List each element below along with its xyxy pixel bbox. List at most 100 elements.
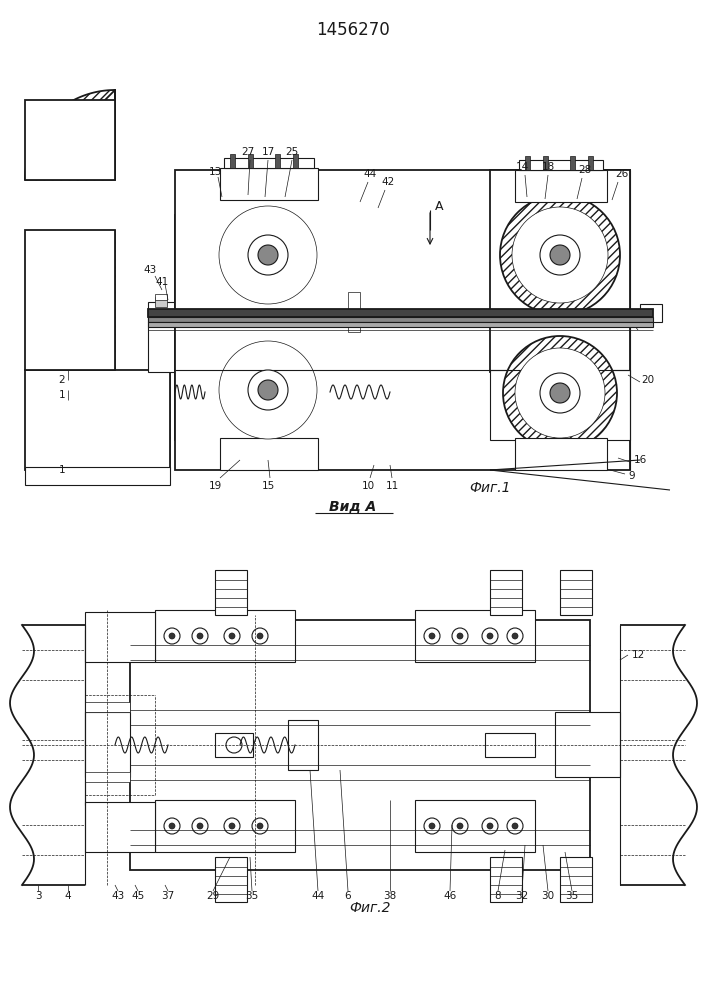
Bar xyxy=(490,570,522,615)
Bar xyxy=(215,570,247,615)
Text: 11: 11 xyxy=(385,481,399,491)
Text: 29: 29 xyxy=(206,891,220,901)
Circle shape xyxy=(219,341,317,439)
Circle shape xyxy=(169,633,175,639)
Bar xyxy=(175,215,320,440)
Bar xyxy=(348,292,360,332)
Bar xyxy=(515,170,607,202)
Text: 17: 17 xyxy=(262,147,274,157)
Circle shape xyxy=(192,628,208,644)
Bar xyxy=(215,733,253,757)
Text: 3: 3 xyxy=(35,891,41,901)
Bar xyxy=(85,630,130,805)
Bar xyxy=(25,230,115,370)
Text: 6: 6 xyxy=(345,891,351,901)
Circle shape xyxy=(540,235,580,275)
Circle shape xyxy=(224,628,240,644)
Text: Фиг.1: Фиг.1 xyxy=(469,481,510,495)
Circle shape xyxy=(512,207,608,303)
Bar xyxy=(293,154,298,168)
Bar xyxy=(85,772,130,782)
Circle shape xyxy=(429,823,435,829)
Bar xyxy=(275,154,280,168)
Circle shape xyxy=(452,818,468,834)
Bar xyxy=(490,857,522,902)
Bar xyxy=(148,302,176,317)
Circle shape xyxy=(205,327,331,453)
Text: 10: 10 xyxy=(361,481,375,491)
Text: 44: 44 xyxy=(311,891,325,901)
Text: 45: 45 xyxy=(132,891,145,901)
Text: Вид А: Вид А xyxy=(329,500,377,514)
Bar xyxy=(155,297,167,307)
Bar xyxy=(490,370,630,440)
Text: 1456270: 1456270 xyxy=(316,21,390,39)
Bar xyxy=(415,800,535,852)
Circle shape xyxy=(226,737,242,753)
Bar xyxy=(25,370,170,470)
Bar xyxy=(25,230,115,370)
Text: 38: 38 xyxy=(383,891,397,901)
Circle shape xyxy=(487,633,493,639)
Circle shape xyxy=(164,818,180,834)
Text: 27: 27 xyxy=(241,147,255,157)
Text: 1: 1 xyxy=(59,465,65,475)
Circle shape xyxy=(540,373,580,413)
Circle shape xyxy=(457,633,463,639)
Bar xyxy=(224,158,314,168)
Bar xyxy=(25,467,170,485)
Circle shape xyxy=(507,818,523,834)
Text: 41: 41 xyxy=(156,277,169,287)
Bar xyxy=(348,330,393,360)
Text: 12: 12 xyxy=(638,317,652,327)
Bar xyxy=(148,317,176,372)
Circle shape xyxy=(507,628,523,644)
Circle shape xyxy=(197,633,203,639)
Text: 30: 30 xyxy=(542,891,554,901)
Circle shape xyxy=(482,818,498,834)
Bar xyxy=(175,380,320,440)
Circle shape xyxy=(482,628,498,644)
Circle shape xyxy=(512,633,518,639)
Bar xyxy=(543,156,548,170)
Bar xyxy=(220,438,318,470)
Circle shape xyxy=(424,818,440,834)
Text: Фиг.2: Фиг.2 xyxy=(349,901,391,915)
Bar xyxy=(288,720,318,770)
Bar xyxy=(519,160,603,170)
Bar xyxy=(25,100,115,180)
Text: 46: 46 xyxy=(443,891,457,901)
Bar xyxy=(175,170,630,470)
Text: 25: 25 xyxy=(286,147,298,157)
Circle shape xyxy=(452,628,468,644)
Text: 14: 14 xyxy=(515,162,529,172)
Bar xyxy=(560,857,592,902)
Bar xyxy=(640,304,662,322)
Text: 43: 43 xyxy=(144,265,157,275)
Circle shape xyxy=(92,735,112,755)
Circle shape xyxy=(205,192,331,318)
Text: 28: 28 xyxy=(578,165,592,175)
Text: 37: 37 xyxy=(161,891,175,901)
Bar xyxy=(85,802,155,852)
Circle shape xyxy=(229,633,235,639)
Bar xyxy=(220,168,318,200)
Bar xyxy=(85,712,130,777)
Bar xyxy=(515,438,607,470)
Circle shape xyxy=(219,206,317,304)
Circle shape xyxy=(503,336,617,450)
Circle shape xyxy=(169,823,175,829)
Text: 19: 19 xyxy=(209,481,221,491)
Circle shape xyxy=(487,823,493,829)
Bar xyxy=(555,712,620,777)
Bar xyxy=(348,304,393,332)
Text: 18: 18 xyxy=(542,162,554,172)
Circle shape xyxy=(192,818,208,834)
Circle shape xyxy=(252,818,268,834)
Bar xyxy=(560,733,588,757)
Circle shape xyxy=(515,348,605,438)
Circle shape xyxy=(197,823,203,829)
Bar xyxy=(148,317,653,322)
Circle shape xyxy=(224,818,240,834)
Circle shape xyxy=(248,235,288,275)
